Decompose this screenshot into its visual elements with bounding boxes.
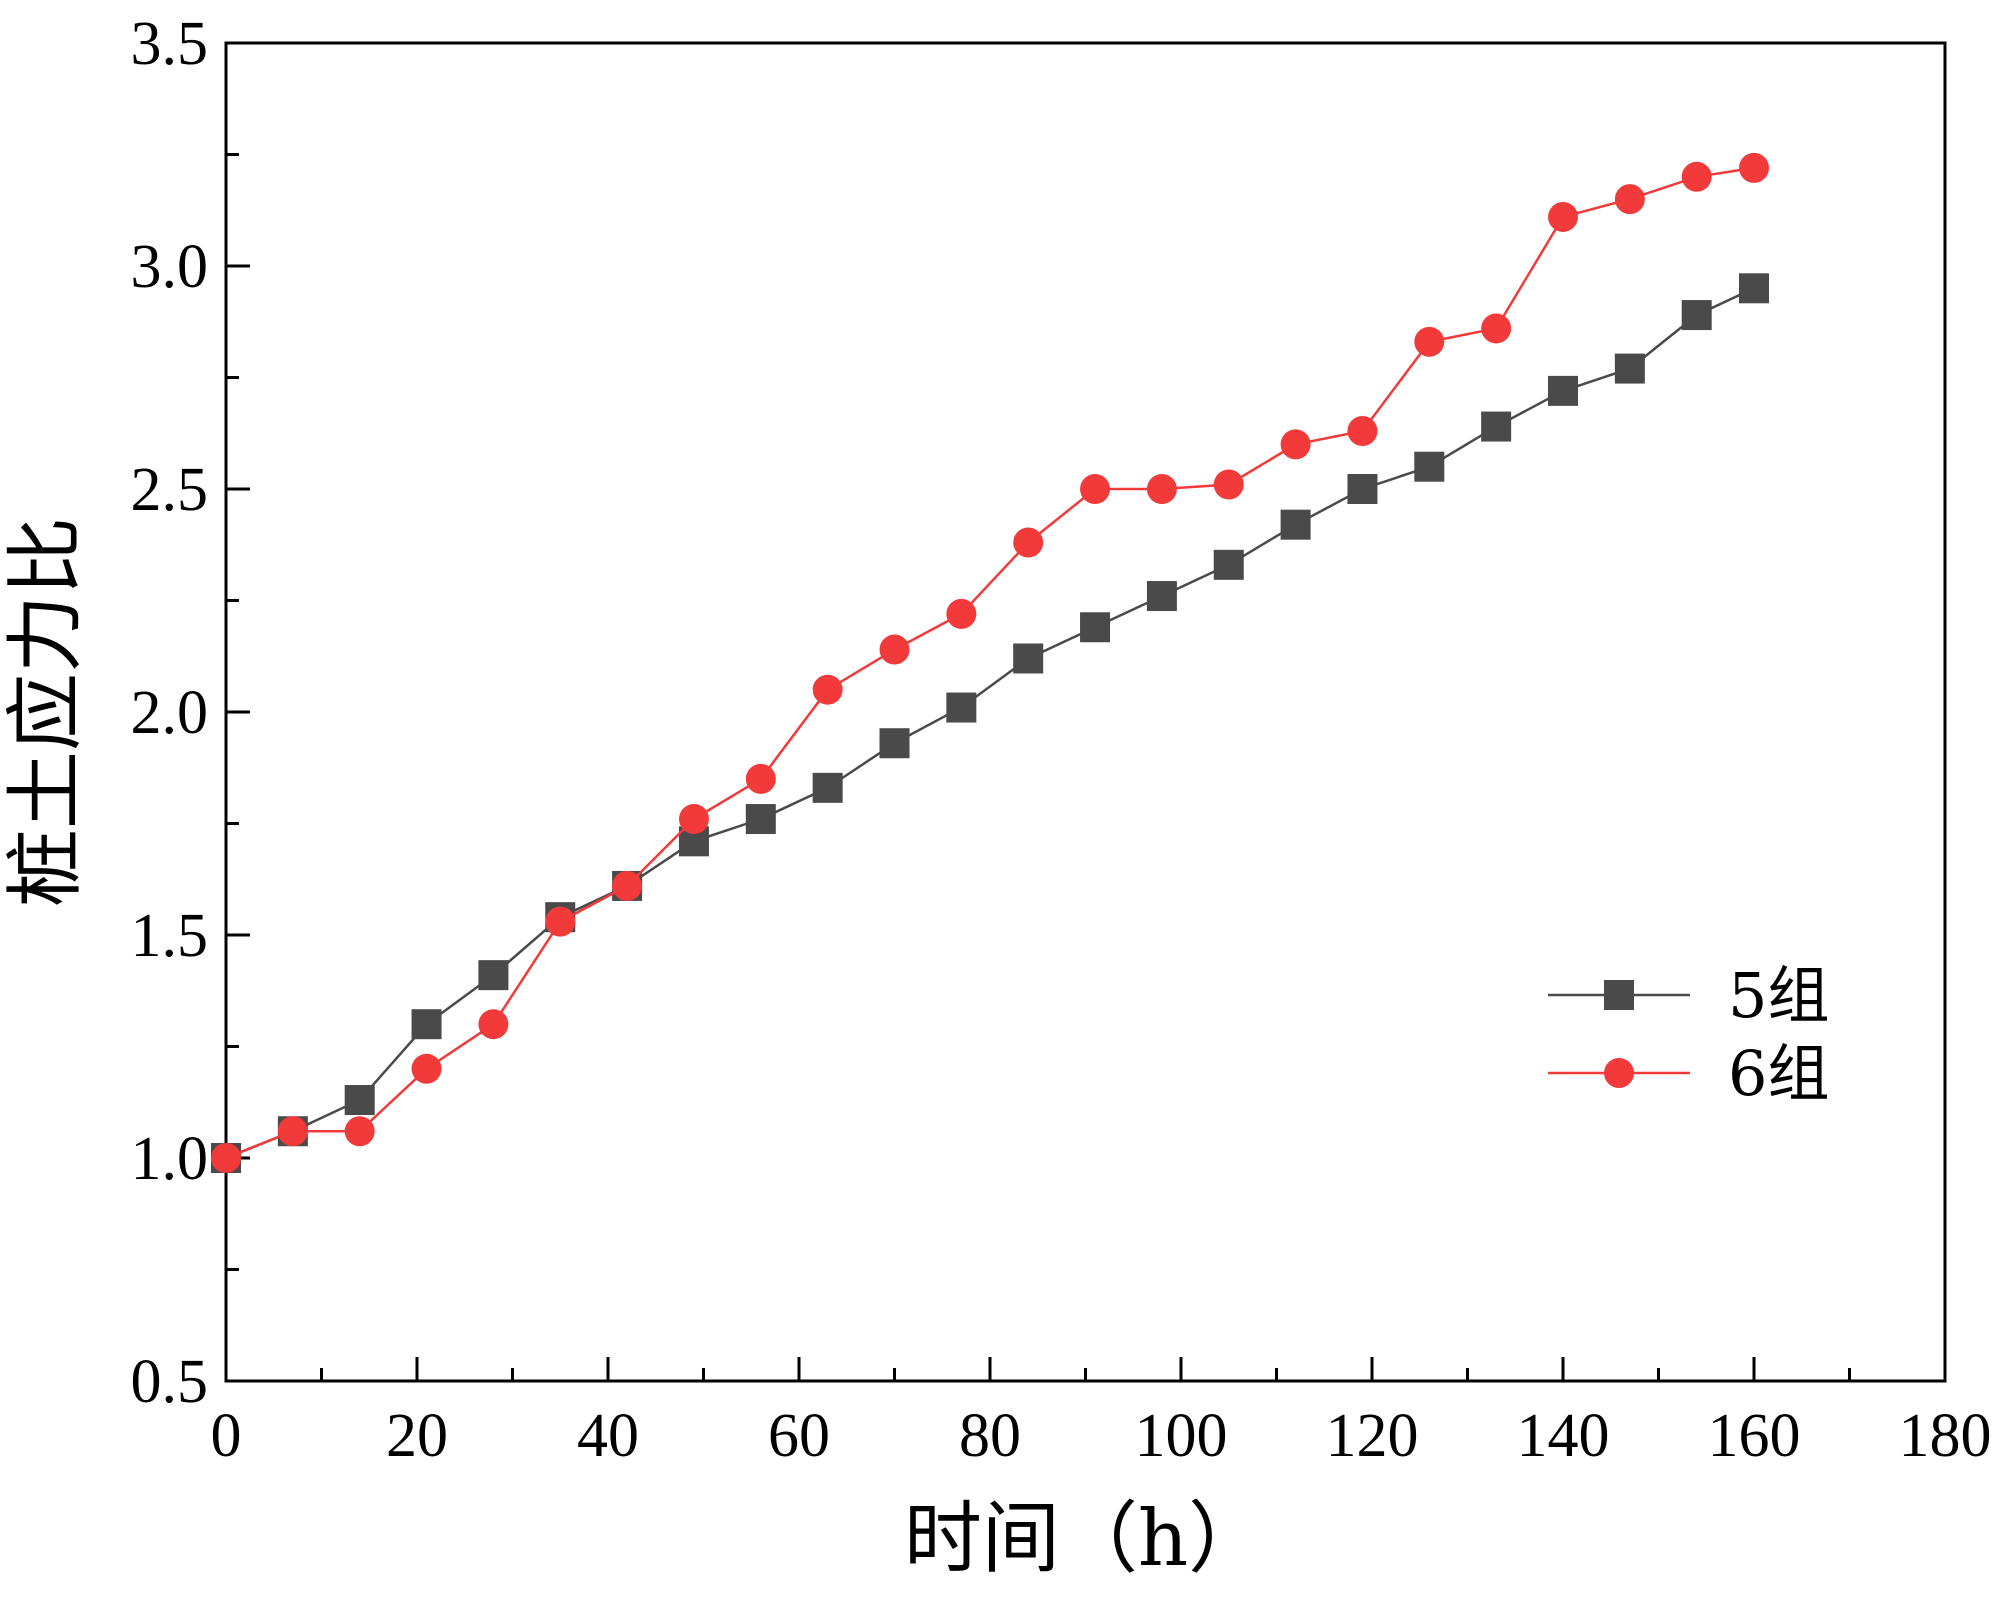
legend-marker	[1604, 980, 1634, 1010]
data-point	[1280, 509, 1311, 540]
x-tick-label: 160	[1708, 1402, 1801, 1470]
x-tick-label: 100	[1135, 1402, 1228, 1470]
data-point	[1347, 474, 1378, 504]
series-line	[225, 166, 1755, 1160]
data-point	[1548, 201, 1578, 232]
data-point	[612, 870, 643, 901]
legend-label: 5组	[1728, 959, 1829, 1032]
axis-tick-labels: 0 20 40 60 80 100 120 140 160 180 0.5 1.0 1.5 2.0 2.5 3…	[131, 10, 1992, 1470]
data-point	[879, 728, 910, 759]
x-axis-title: 时间（h）	[904, 1494, 1266, 1584]
data-point	[1213, 549, 1244, 580]
data-point	[1414, 451, 1445, 482]
data-point	[1347, 416, 1378, 447]
data-point	[545, 906, 576, 937]
data-point	[211, 1143, 241, 1173]
data-point	[1681, 300, 1712, 331]
data-point	[1481, 411, 1512, 442]
y-tick-label: 2.5	[131, 456, 209, 524]
x-tick-label: 60	[768, 1402, 830, 1470]
data-series	[211, 152, 1769, 1173]
data-point	[946, 598, 977, 629]
data-point	[812, 772, 843, 803]
data-point	[478, 960, 509, 991]
data-point	[1280, 429, 1311, 460]
data-point	[344, 1085, 375, 1116]
data-point	[1146, 581, 1177, 612]
x-tick-label: 120	[1326, 1402, 1419, 1470]
data-point	[879, 634, 910, 665]
data-point	[1481, 313, 1512, 344]
x-tick-label: 80	[959, 1402, 1021, 1470]
data-point	[1080, 612, 1111, 643]
data-point	[1548, 375, 1578, 406]
data-point	[678, 804, 709, 835]
y-tick-label: 0.5	[131, 1348, 209, 1416]
data-point	[1614, 353, 1645, 384]
legend-item: 6组	[1548, 1037, 1829, 1110]
data-point	[1614, 184, 1645, 215]
x-tick-label: 140	[1517, 1402, 1610, 1470]
data-point	[745, 804, 776, 835]
data-point	[344, 1116, 375, 1147]
data-point	[1080, 474, 1111, 504]
data-point	[277, 1116, 308, 1147]
legend-label: 6组	[1728, 1037, 1829, 1110]
legend-item: 5组	[1548, 959, 1829, 1032]
data-point	[1739, 273, 1769, 304]
axis-ticks	[224, 41, 1947, 1383]
data-point	[1213, 469, 1244, 500]
y-tick-label: 1.0	[131, 1125, 209, 1193]
data-point	[1013, 527, 1044, 558]
data-point	[812, 674, 843, 705]
data-point	[1146, 474, 1177, 504]
x-tick-label: 20	[386, 1402, 448, 1470]
y-tick-label: 3.0	[131, 233, 209, 301]
data-point	[1739, 152, 1769, 183]
data-point	[745, 763, 776, 794]
x-tick-label: 180	[1899, 1402, 1992, 1470]
data-point	[478, 1009, 509, 1040]
x-tick-label: 0	[211, 1402, 242, 1470]
data-point	[1013, 643, 1044, 674]
x-tick-label: 40	[577, 1402, 639, 1470]
y-tick-label: 1.5	[131, 902, 209, 970]
data-point	[1414, 326, 1445, 357]
plot-frame	[224, 41, 1947, 1383]
legend-marker	[1604, 1058, 1634, 1088]
series-line	[225, 287, 1755, 1160]
series-2	[211, 152, 1769, 1173]
data-point	[1681, 161, 1712, 192]
y-tick-label: 2.0	[131, 679, 209, 747]
series-1	[211, 273, 1769, 1173]
y-axis-title: 桩土应力比	[1, 517, 91, 907]
data-point	[411, 1009, 442, 1040]
data-point	[946, 692, 977, 723]
y-tick-label: 3.5	[131, 10, 209, 78]
data-point	[411, 1053, 442, 1084]
